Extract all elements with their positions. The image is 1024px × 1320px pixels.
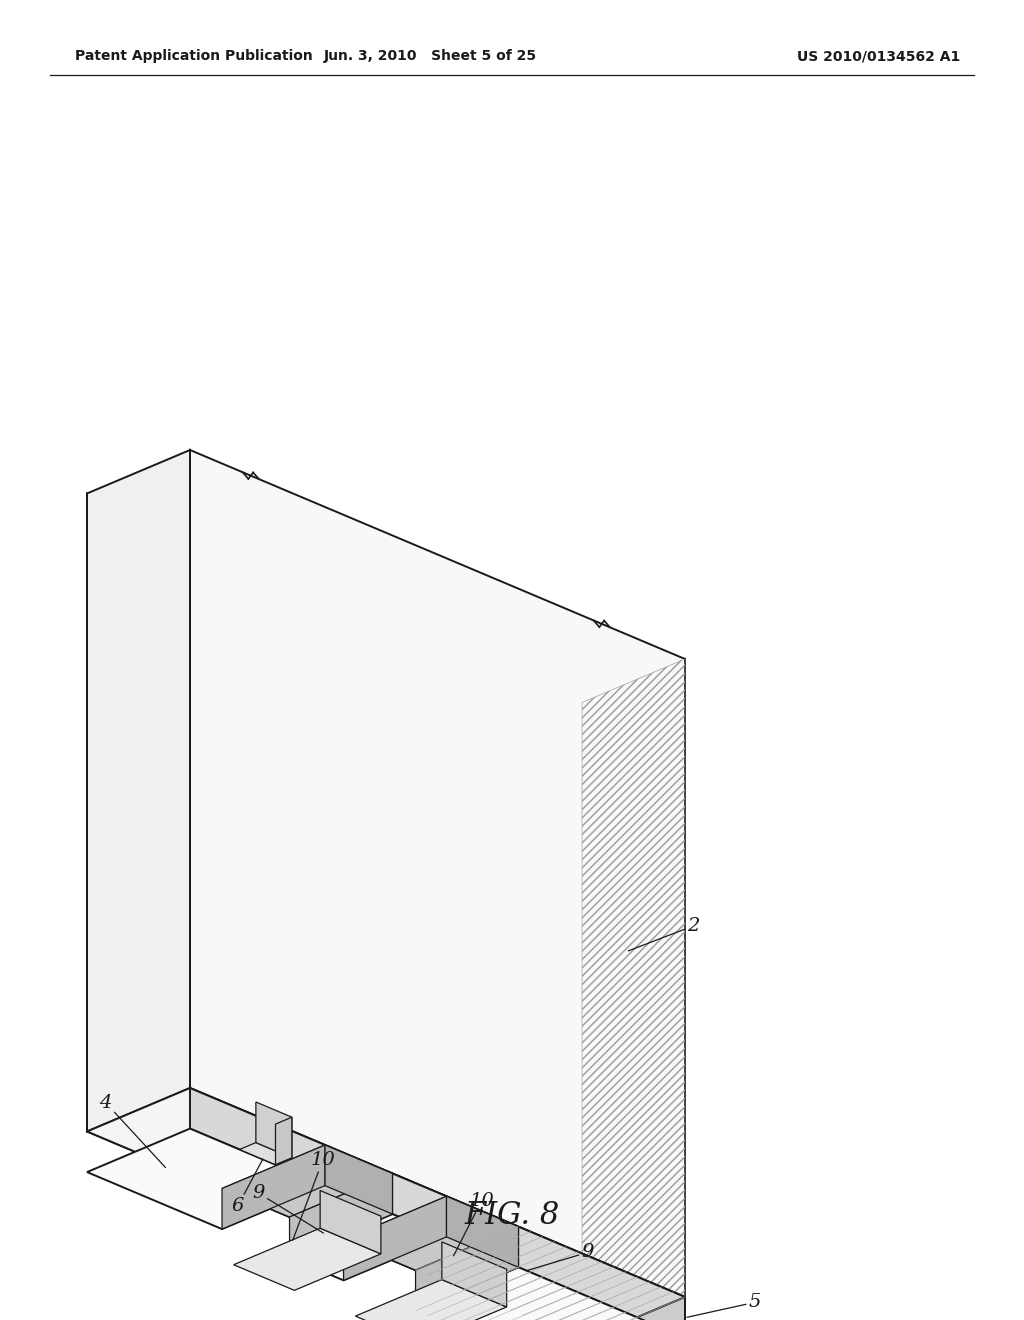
Polygon shape — [190, 450, 685, 1298]
Polygon shape — [355, 1279, 507, 1320]
Polygon shape — [442, 1242, 507, 1307]
Polygon shape — [233, 1228, 381, 1291]
Polygon shape — [275, 1117, 292, 1164]
Text: 5: 5 — [687, 1294, 761, 1317]
Text: Jun. 3, 2010   Sheet 5 of 25: Jun. 3, 2010 Sheet 5 of 25 — [324, 49, 537, 63]
Text: FIG. 8: FIG. 8 — [464, 1200, 560, 1230]
Polygon shape — [582, 1298, 685, 1320]
Polygon shape — [256, 1102, 292, 1158]
Text: 9: 9 — [527, 1243, 594, 1270]
Polygon shape — [325, 1144, 392, 1214]
Polygon shape — [343, 1196, 446, 1280]
Text: 9: 9 — [252, 1184, 324, 1233]
Polygon shape — [416, 1267, 685, 1320]
Polygon shape — [87, 1088, 685, 1320]
Polygon shape — [416, 1226, 518, 1311]
Polygon shape — [240, 1143, 292, 1164]
Polygon shape — [87, 494, 582, 1320]
Text: Patent Application Publication: Patent Application Publication — [75, 49, 312, 63]
Polygon shape — [290, 1173, 392, 1258]
Polygon shape — [290, 1214, 446, 1280]
Polygon shape — [222, 1144, 392, 1217]
Text: 10: 10 — [454, 1192, 494, 1255]
Polygon shape — [87, 1129, 325, 1229]
Text: 2: 2 — [629, 917, 699, 950]
Polygon shape — [343, 1196, 518, 1270]
Polygon shape — [222, 1144, 325, 1229]
Polygon shape — [321, 1191, 381, 1254]
Polygon shape — [582, 659, 685, 1320]
Polygon shape — [87, 450, 190, 1131]
Text: 4: 4 — [99, 1093, 166, 1167]
Text: 6: 6 — [231, 1159, 263, 1214]
Text: 10: 10 — [293, 1151, 335, 1239]
Text: US 2010/0134562 A1: US 2010/0134562 A1 — [797, 49, 961, 63]
Polygon shape — [446, 1196, 518, 1267]
Polygon shape — [190, 1088, 685, 1320]
